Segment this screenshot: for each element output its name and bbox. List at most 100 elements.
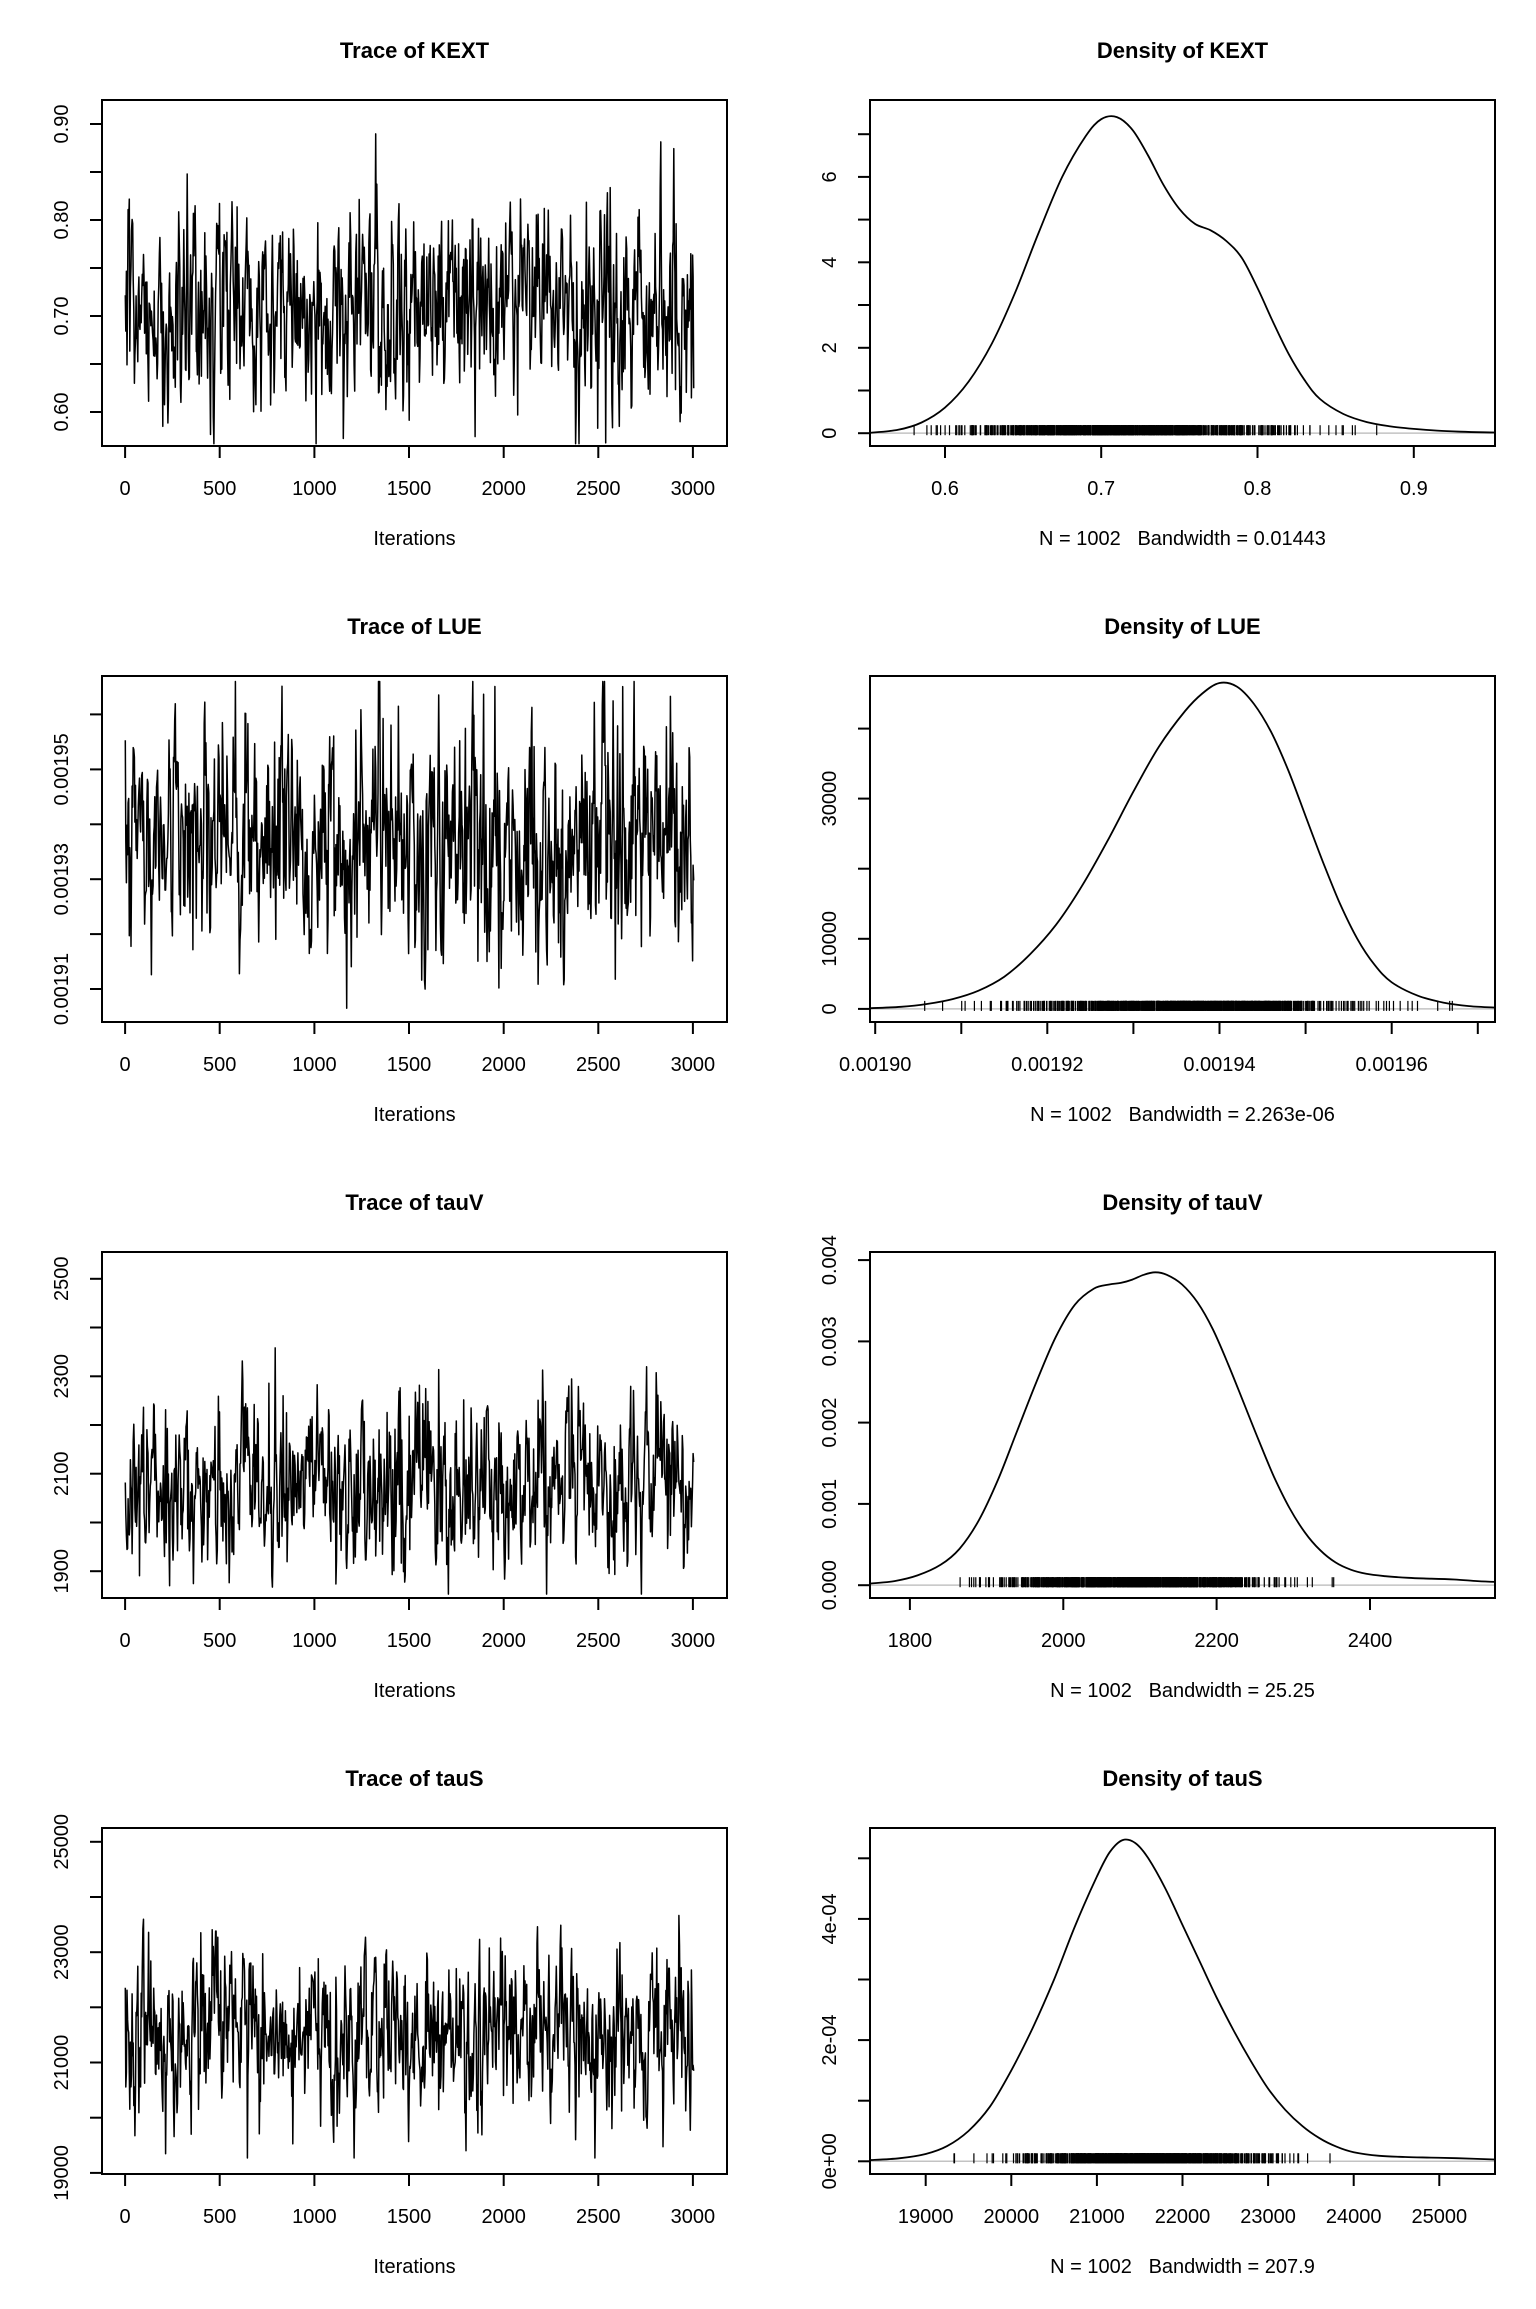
x-tick-label: 2500 [576, 1630, 621, 1652]
x-tick-label: 0.7 [1087, 478, 1115, 500]
density-subtitle: N = 1002 Bandwidth = 0.01443 [1039, 528, 1326, 550]
panel-title: Trace of tauV [345, 1190, 483, 1215]
rug-ticks [959, 1577, 1335, 1588]
x-tick-label: 0 [120, 2206, 131, 2228]
x-tick-label: 1500 [387, 2206, 432, 2228]
x-tick-label: 2500 [576, 478, 621, 500]
x-tick-label: 0 [120, 1054, 131, 1076]
panel-title: Trace of KEXT [340, 38, 490, 63]
density-taus-plot: Density of tauS 19000 20000 21000 22000 23000… [819, 1766, 1496, 2278]
y-tick-label: 0.00191 [51, 953, 73, 1025]
x-tick-label: 2500 [576, 1054, 621, 1076]
x-tick-label: 3000 [671, 478, 716, 500]
y-tick-label: 0.001 [819, 1479, 841, 1529]
x-tick-label: 0 [120, 478, 131, 500]
density-curve [870, 115, 1495, 434]
plot-box [869, 1827, 1496, 2175]
x-tick-label: 19000 [898, 2206, 954, 2228]
x-tick-label: 500 [203, 1054, 236, 1076]
plot-box [869, 675, 1496, 1023]
rug-ticks [913, 425, 1378, 436]
x-tick-label: 22000 [1155, 2206, 1211, 2228]
x-tick-label: 1500 [387, 1630, 432, 1652]
y-tick-label: 0.000 [819, 1560, 841, 1610]
x-tick-label: 2000 [481, 1630, 526, 1652]
x-tick-label: 500 [203, 2206, 236, 2228]
x-tick-label: 20000 [983, 2206, 1039, 2228]
y-tick-label: 0.00193 [51, 843, 73, 915]
x-tick-label: 2000 [1041, 1630, 1086, 1652]
x-tick-label: 1000 [292, 1630, 337, 1652]
x-tick-label: 23000 [1240, 2206, 1296, 2228]
x-tick-label: 21000 [1069, 2206, 1125, 2228]
y-tick-label: 0.80 [51, 201, 73, 240]
x-axis-title: Iterations [373, 528, 455, 550]
density-curve [870, 1271, 1495, 1585]
y-tick-label: 1900 [51, 1549, 73, 1594]
y-tick-label: 2 [819, 342, 841, 353]
x-tick-label: 500 [203, 1630, 236, 1652]
trace-line [124, 680, 695, 1010]
plot-box [101, 1827, 728, 2175]
x-tick-label: 0.00196 [1356, 1054, 1428, 1076]
x-axis-title: Iterations [373, 1104, 455, 1126]
panel-density-tauv: Density of tauV 1800 2000 2200 2400 0.000 0.00… [768, 1152, 1536, 1728]
x-tick-label: 24000 [1326, 2206, 1382, 2228]
x-tick-label: 3000 [671, 1054, 716, 1076]
trace-taus-plot: Trace of tauS 0 500 1000 1500 2000 2500 3000 190… [51, 1766, 728, 2278]
y-tick-label: 4 [819, 257, 841, 268]
panel-density-lue: Density of LUE 0.00190 0.00192 0.00194 0.001… [768, 576, 1536, 1152]
y-tick-label: 0.002 [819, 1398, 841, 1448]
trace-lue-plot: Trace of LUE 0 500 1000 1500 2000 2500 3000 0.00… [51, 614, 728, 1126]
x-tick-label: 3000 [671, 2206, 716, 2228]
y-tick-label: 6 [819, 171, 841, 182]
panel-density-kext: Density of KEXT 0.6 0.7 0.8 0.9 0 2 4 6 N = 1002 … [768, 0, 1536, 576]
x-tick-label: 2200 [1194, 1630, 1239, 1652]
x-tick-label: 0 [120, 1630, 131, 1652]
rug-ticks [953, 2153, 1331, 2164]
y-tick-label: 0.90 [51, 105, 73, 144]
y-tick-label: 25000 [51, 1814, 73, 1870]
y-tick-label: 0.004 [819, 1235, 841, 1285]
y-tick-label: 10000 [819, 911, 841, 967]
trace-line [124, 1914, 695, 2159]
y-tick-label: 21000 [51, 2035, 73, 2091]
plot-box [101, 675, 728, 1023]
density-curve [870, 1838, 1495, 2161]
y-tick-label: 23000 [51, 1924, 73, 1980]
x-tick-label: 1500 [387, 478, 432, 500]
y-tick-label: 0.70 [51, 297, 73, 336]
x-tick-label: 0.8 [1244, 478, 1272, 500]
x-tick-label: 3000 [671, 1630, 716, 1652]
density-tauv-plot: Density of tauV 1800 2000 2200 2400 0.000 0.00… [819, 1190, 1496, 1702]
panel-trace-kext: Trace of KEXT 0 500 1000 1500 2000 2500 3000 0.6… [0, 0, 768, 576]
density-curve [870, 681, 1495, 1010]
x-tick-label: 500 [203, 478, 236, 500]
panel-title: Density of KEXT [1097, 38, 1269, 63]
density-subtitle: N = 1002 Bandwidth = 207.9 [1050, 2256, 1315, 2278]
x-tick-label: 2500 [576, 2206, 621, 2228]
x-tick-label: 2000 [481, 2206, 526, 2228]
plot-box [869, 99, 1496, 447]
y-tick-label: 2100 [51, 1451, 73, 1496]
x-tick-label: 0.00194 [1183, 1054, 1255, 1076]
density-subtitle: N = 1002 Bandwidth = 25.25 [1050, 1680, 1315, 1702]
panel-title: Density of tauV [1102, 1190, 1262, 1215]
y-tick-label: 0.60 [51, 393, 73, 432]
y-tick-label: 2500 [51, 1257, 73, 1302]
density-lue-plot: Density of LUE 0.00190 0.00192 0.00194 0.001… [819, 614, 1496, 1126]
x-tick-label: 1500 [387, 1054, 432, 1076]
y-tick-label: 2300 [51, 1354, 73, 1399]
x-tick-label: 1800 [888, 1630, 933, 1652]
panel-trace-tauv: Trace of tauV 0 500 1000 1500 2000 2500 3000 190… [0, 1152, 768, 1728]
y-tick-label: 19000 [51, 2145, 73, 2201]
x-axis-title: Iterations [373, 1680, 455, 1702]
x-tick-label: 2000 [481, 1054, 526, 1076]
y-tick-label: 2e-04 [819, 2015, 841, 2066]
y-tick-label: 30000 [819, 771, 841, 827]
panel-title: Trace of tauS [345, 1766, 483, 1791]
x-tick-label: 2000 [481, 478, 526, 500]
density-subtitle: N = 1002 Bandwidth = 2.263e-06 [1030, 1104, 1335, 1126]
x-axis-title: Iterations [373, 2256, 455, 2278]
x-tick-label: 0.00190 [839, 1054, 911, 1076]
